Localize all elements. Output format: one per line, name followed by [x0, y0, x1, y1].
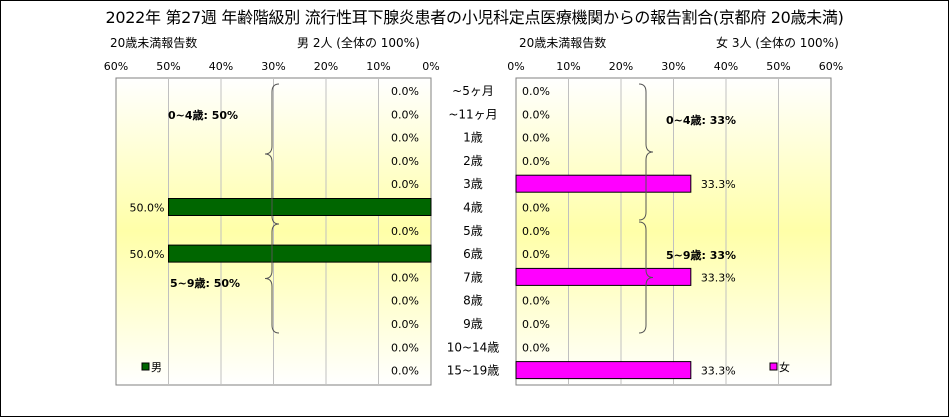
left-subtitle: 20歳未満報告数 [110, 36, 198, 50]
male-data-label: 0.0% [391, 341, 419, 354]
female-data-label: 0.0% [522, 155, 550, 168]
left-brace-5-9 [264, 223, 280, 334]
right-annotation-0-4: 0~4歳: 33% [666, 113, 736, 127]
category-label: 1歳 [463, 131, 483, 145]
category-label: ~11ヶ月 [448, 107, 497, 121]
right-tick-label: 30% [661, 60, 685, 73]
right-tick-label: 50% [766, 60, 790, 73]
category-label: 5歳 [463, 224, 483, 238]
right-brace-0-4 [638, 83, 654, 221]
female-bar [515, 174, 692, 193]
female-data-label: 0.0% [522, 132, 550, 145]
female-data-label: 0.0% [522, 85, 550, 98]
male-data-label: 0.0% [391, 155, 419, 168]
category-label: 4歳 [463, 201, 483, 215]
female-data-label: 0.0% [522, 248, 550, 261]
female-bar [515, 361, 692, 380]
left-tick-label: 60% [104, 60, 128, 73]
male-data-label: 50.0% [130, 248, 165, 261]
female-legend-swatch [769, 362, 778, 371]
category-label: 8歳 [463, 294, 483, 308]
right-tick-label: 10% [556, 60, 580, 73]
category-label: 3歳 [463, 177, 483, 191]
left-tick-label: 20% [314, 60, 338, 73]
left-annotation-5-9: 5~9歳: 50% [170, 276, 240, 290]
male-data-label: 0.0% [391, 132, 419, 145]
right-subtitle: 20歳未満報告数 [519, 36, 607, 50]
right-tick-label: 20% [609, 60, 633, 73]
category-label: 2歳 [463, 154, 483, 168]
female-bar [515, 267, 692, 286]
chart-title: 2022年 第27週 年齢階級別 流行性耳下腺炎患者の小児科定点医療機関からの報… [105, 8, 844, 27]
left-annotation-0-4: 0~4歳: 50% [168, 108, 238, 122]
right-brace-5-9 [638, 221, 654, 334]
female-data-label: 0.0% [522, 225, 550, 238]
male-legend-label: 男 [151, 361, 162, 374]
right-tick-label: 0% [507, 60, 524, 73]
category-label: ~5ヶ月 [452, 84, 494, 98]
male-bar [168, 244, 432, 263]
left-tick-label: 50% [156, 60, 180, 73]
male-data-label: 0.0% [391, 365, 419, 378]
left-summary: 男 2人 (全体の 100%) [297, 36, 420, 50]
left-tick-label: 0% [422, 60, 439, 73]
left-tick-label: 10% [366, 60, 390, 73]
male-data-label: 0.0% [391, 318, 419, 331]
left-tick-label: 30% [261, 60, 285, 73]
male-data-label: 0.0% [391, 85, 419, 98]
right-tick-label: 60% [819, 60, 843, 73]
female-data-label: 33.3% [701, 271, 736, 284]
female-data-label: 33.3% [701, 178, 736, 191]
category-label: 10~14歳 [447, 340, 500, 354]
female-data-label: 0.0% [522, 108, 550, 121]
female-data-label: 33.3% [701, 365, 736, 378]
category-label: 7歳 [463, 270, 483, 284]
male-data-label: 0.0% [391, 271, 419, 284]
female-legend-label: 女 [779, 360, 790, 374]
category-label: 9歳 [463, 317, 483, 331]
male-bar [168, 198, 432, 216]
female-data-label: 0.0% [522, 295, 550, 308]
male-data-label: 0.0% [391, 108, 419, 121]
category-label: 6歳 [463, 247, 483, 261]
male-data-label: 0.0% [391, 295, 419, 308]
category-label: 15~19歳 [447, 364, 500, 378]
female-data-label: 0.0% [522, 318, 550, 331]
female-data-label: 0.0% [522, 202, 550, 215]
right-annotation-5-9: 5~9歳: 33% [666, 248, 736, 262]
left-brace-0-4 [264, 83, 280, 225]
left-tick-label: 40% [209, 60, 233, 73]
male-data-label: 50.0% [130, 202, 165, 215]
male-legend-swatch [141, 362, 150, 371]
right-tick-label: 40% [714, 60, 738, 73]
right-summary: 女 3人 (全体の 100%) [716, 36, 839, 50]
female-data-label: 0.0% [522, 341, 550, 354]
male-data-label: 0.0% [391, 225, 419, 238]
male-data-label: 0.0% [391, 178, 419, 191]
